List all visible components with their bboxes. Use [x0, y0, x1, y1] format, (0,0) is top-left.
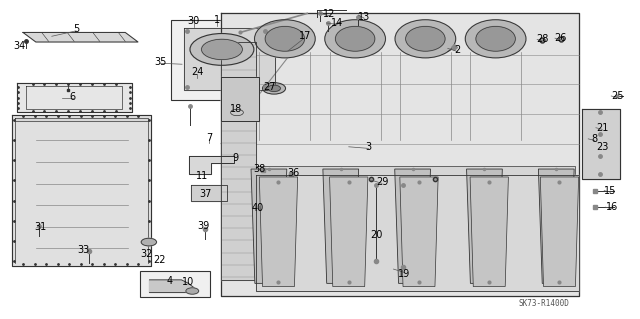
Text: 22: 22: [153, 255, 165, 264]
Ellipse shape: [395, 20, 456, 58]
Text: 25: 25: [611, 91, 624, 101]
Text: 18: 18: [230, 104, 242, 114]
Polygon shape: [184, 28, 275, 90]
Circle shape: [225, 107, 248, 118]
Text: 29: 29: [376, 177, 388, 187]
Text: 2: 2: [454, 45, 460, 55]
Text: 19: 19: [397, 269, 410, 279]
Ellipse shape: [324, 20, 385, 58]
Circle shape: [141, 238, 157, 246]
Text: 5: 5: [73, 24, 79, 34]
Text: 40: 40: [252, 203, 264, 213]
Text: 30: 30: [188, 16, 200, 26]
Ellipse shape: [265, 26, 305, 51]
Text: 32: 32: [140, 249, 152, 259]
Text: 13: 13: [358, 11, 370, 22]
Text: 11: 11: [196, 171, 209, 181]
Circle shape: [186, 288, 198, 294]
Text: 4: 4: [167, 276, 173, 286]
Text: 15: 15: [604, 186, 617, 196]
Text: 34: 34: [13, 41, 26, 51]
Text: 8: 8: [591, 134, 598, 144]
Text: 9: 9: [232, 153, 238, 163]
Polygon shape: [191, 185, 227, 201]
Text: 33: 33: [77, 245, 90, 255]
Polygon shape: [251, 169, 287, 283]
Text: 37: 37: [200, 189, 212, 199]
Bar: [256, 166, 575, 290]
Polygon shape: [12, 115, 151, 266]
Text: SK73-R1400D: SK73-R1400D: [518, 299, 569, 308]
Polygon shape: [221, 42, 256, 280]
Ellipse shape: [476, 26, 515, 51]
Polygon shape: [259, 177, 298, 286]
Text: 1: 1: [214, 15, 220, 26]
Text: 23: 23: [596, 142, 609, 152]
Ellipse shape: [406, 26, 445, 51]
Text: 39: 39: [198, 221, 210, 231]
Text: 28: 28: [537, 34, 549, 44]
Text: 3: 3: [365, 142, 372, 152]
Polygon shape: [221, 13, 579, 296]
Polygon shape: [23, 33, 138, 42]
Circle shape: [262, 83, 285, 94]
Polygon shape: [582, 109, 620, 179]
Text: 26: 26: [555, 33, 567, 43]
Ellipse shape: [465, 20, 526, 58]
Text: 7: 7: [205, 133, 212, 143]
Text: 17: 17: [298, 31, 311, 41]
Text: 14: 14: [331, 18, 344, 28]
Bar: [172, 20, 281, 100]
Circle shape: [202, 39, 243, 60]
Polygon shape: [150, 280, 194, 293]
Polygon shape: [470, 177, 508, 286]
Text: 35: 35: [154, 57, 166, 67]
Circle shape: [268, 85, 280, 92]
Polygon shape: [538, 169, 574, 283]
Text: 38: 38: [253, 164, 266, 174]
Text: 24: 24: [191, 67, 204, 77]
Polygon shape: [395, 169, 431, 283]
Text: 6: 6: [70, 92, 76, 102]
Text: 31: 31: [35, 222, 47, 232]
Polygon shape: [17, 83, 132, 112]
Text: 10: 10: [182, 277, 195, 287]
Polygon shape: [256, 175, 579, 291]
Polygon shape: [221, 77, 259, 122]
Text: 21: 21: [596, 123, 609, 133]
Polygon shape: [15, 118, 148, 122]
Polygon shape: [189, 156, 234, 174]
Circle shape: [190, 33, 254, 65]
Polygon shape: [323, 169, 358, 283]
Ellipse shape: [255, 20, 316, 58]
Polygon shape: [540, 177, 579, 286]
Text: 12: 12: [323, 9, 335, 19]
Text: 16: 16: [605, 202, 618, 212]
Ellipse shape: [335, 26, 375, 51]
Polygon shape: [400, 177, 438, 286]
Text: 20: 20: [370, 230, 382, 240]
Text: 36: 36: [287, 168, 300, 178]
Polygon shape: [467, 169, 502, 283]
Text: 27: 27: [263, 82, 276, 92]
Polygon shape: [330, 177, 368, 286]
Circle shape: [230, 109, 243, 116]
Bar: [140, 271, 210, 297]
